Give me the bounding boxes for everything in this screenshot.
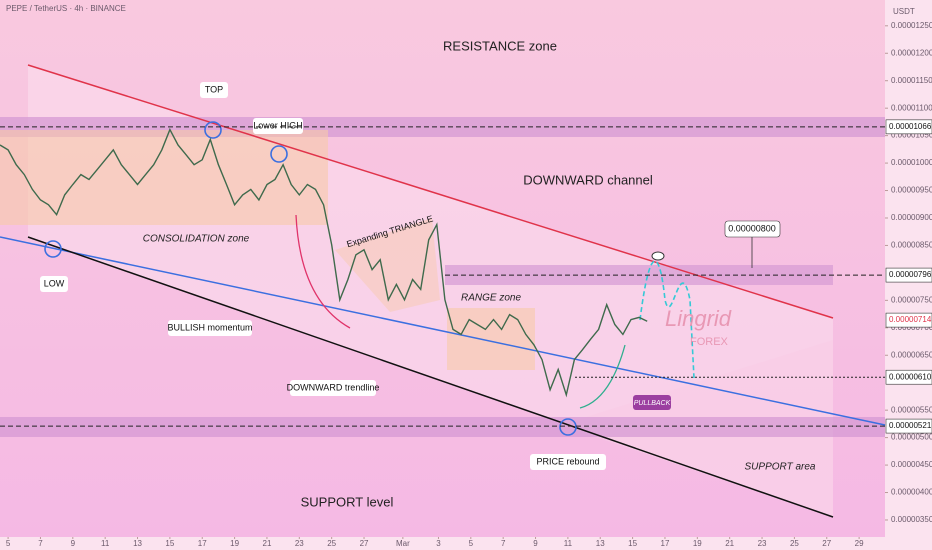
x-tick-label: 9 bbox=[533, 539, 538, 548]
range-box bbox=[447, 308, 535, 370]
momentum-arrow bbox=[295, 214, 351, 329]
label-box bbox=[724, 220, 781, 238]
annotation: Lower HIGH bbox=[253, 120, 303, 130]
watermark: Lingrid bbox=[665, 306, 732, 331]
x-tick-label: 27 bbox=[822, 539, 831, 548]
annotation: RESISTANCE zone bbox=[443, 38, 557, 53]
label-box bbox=[200, 82, 228, 98]
annotation: CONSOLIDATION zone bbox=[143, 234, 250, 245]
x-tick-label: 25 bbox=[327, 539, 336, 548]
x-tick-label: 13 bbox=[596, 539, 605, 548]
x-tick-label: 21 bbox=[725, 539, 734, 548]
x-tick-label: 7 bbox=[501, 539, 506, 548]
marker bbox=[44, 240, 62, 258]
label-box bbox=[530, 454, 606, 470]
y-tick-label: 0.00000500 bbox=[891, 433, 932, 442]
y-tick-label: 0.00000900 bbox=[891, 213, 932, 222]
y-tick-label: 0.00000950 bbox=[891, 186, 932, 195]
label-box bbox=[290, 380, 376, 396]
x-tick-label: 7 bbox=[38, 539, 43, 548]
x-tick-label: 9 bbox=[71, 539, 76, 548]
annotation: DOWNWARD trendline bbox=[287, 382, 380, 392]
annotation: PRICE rebound bbox=[536, 456, 599, 466]
y-tick-label: 0.00000350 bbox=[891, 515, 932, 524]
y-tick-label: 0.00001250 bbox=[891, 21, 932, 30]
x-tick-label: 15 bbox=[628, 539, 637, 548]
y-tick-label: 0.00000750 bbox=[891, 295, 932, 304]
price-level-box bbox=[885, 369, 932, 385]
price-level-box bbox=[885, 312, 932, 328]
projection bbox=[639, 260, 695, 379]
annotation: DOWNWARD channel bbox=[523, 172, 653, 187]
marker bbox=[270, 145, 288, 163]
price-level-label: 0.00000714 bbox=[889, 315, 932, 324]
x-tick-label: Mar bbox=[396, 539, 410, 548]
price-line bbox=[0, 127, 648, 398]
annotation: RANGE zone bbox=[461, 293, 521, 304]
x-tick-label: 23 bbox=[295, 539, 304, 548]
x-tick-label: 15 bbox=[165, 539, 174, 548]
annotation: SUPPORT area bbox=[745, 462, 816, 473]
y-tick-label: 0.00001050 bbox=[891, 131, 932, 140]
triangle-box bbox=[335, 218, 440, 312]
channel-bottom-line bbox=[27, 236, 834, 518]
label-box bbox=[168, 320, 252, 336]
y-tick-label: 0.00000450 bbox=[891, 460, 932, 469]
x-tick-label: 27 bbox=[360, 539, 369, 548]
x-tick-label: 5 bbox=[6, 539, 11, 548]
y-tick-label: 0.00000650 bbox=[891, 350, 932, 359]
annotation: LOW bbox=[44, 278, 65, 288]
price-level-box bbox=[885, 267, 932, 283]
channel-top-line bbox=[27, 64, 834, 319]
x-tick-label: 5 bbox=[469, 539, 474, 548]
annotation: 0.00000800 bbox=[728, 223, 776, 233]
x-tick-label: 13 bbox=[133, 539, 142, 548]
label-box bbox=[40, 276, 68, 292]
label-box bbox=[633, 395, 671, 410]
watermark-sub: FOREX bbox=[690, 336, 729, 348]
price-level-box bbox=[885, 119, 932, 135]
marker bbox=[559, 418, 577, 436]
price-level-box bbox=[885, 418, 932, 434]
x-tick-label: 19 bbox=[230, 539, 239, 548]
currency: USDT bbox=[893, 7, 915, 16]
x-tick-label: 19 bbox=[693, 539, 702, 548]
y-tick-label: 0.00001200 bbox=[891, 48, 932, 57]
x-tick-label: 25 bbox=[790, 539, 799, 548]
annotation: SUPPORT level bbox=[301, 494, 394, 509]
label-box bbox=[253, 118, 303, 134]
x-tick-label: 3 bbox=[436, 539, 441, 548]
annotation: BULLISH momentum bbox=[167, 322, 252, 332]
annotation: TOP bbox=[205, 84, 223, 94]
y-tick-label: 0.00000550 bbox=[891, 405, 932, 414]
y-tick-label: 0.00000400 bbox=[891, 488, 932, 497]
marker bbox=[204, 121, 222, 139]
x-tick-label: 29 bbox=[855, 539, 864, 548]
y-tick-label: 0.00000850 bbox=[891, 241, 932, 250]
x-tick-label: 23 bbox=[758, 539, 767, 548]
pullback-arrow bbox=[579, 344, 626, 409]
y-tick-label: 0.00001150 bbox=[891, 76, 932, 85]
x-tick-label: 11 bbox=[564, 539, 573, 548]
price-level-label: 0.00000796 bbox=[889, 270, 932, 279]
price-level-label: 0.00000610 bbox=[889, 372, 932, 381]
annotation: PULLBACK bbox=[634, 400, 671, 407]
symbol: PEPE / TetherUS · 4h · BINANCE bbox=[6, 4, 126, 13]
eye-icon bbox=[651, 251, 665, 261]
time-axis bbox=[0, 537, 885, 550]
price-level-label: 0.00000521 bbox=[889, 421, 932, 430]
x-tick-label: 17 bbox=[661, 539, 670, 548]
support-band bbox=[0, 417, 885, 437]
y-tick-label: 0.00001100 bbox=[891, 103, 932, 112]
y-tick-label: 0.00001000 bbox=[891, 158, 932, 167]
trend-line bbox=[0, 236, 886, 426]
price-level-label: 0.00001066 bbox=[889, 122, 932, 131]
x-tick-label: 21 bbox=[263, 539, 272, 548]
x-tick-label: 17 bbox=[198, 539, 207, 548]
x-tick-label: 11 bbox=[101, 539, 110, 548]
